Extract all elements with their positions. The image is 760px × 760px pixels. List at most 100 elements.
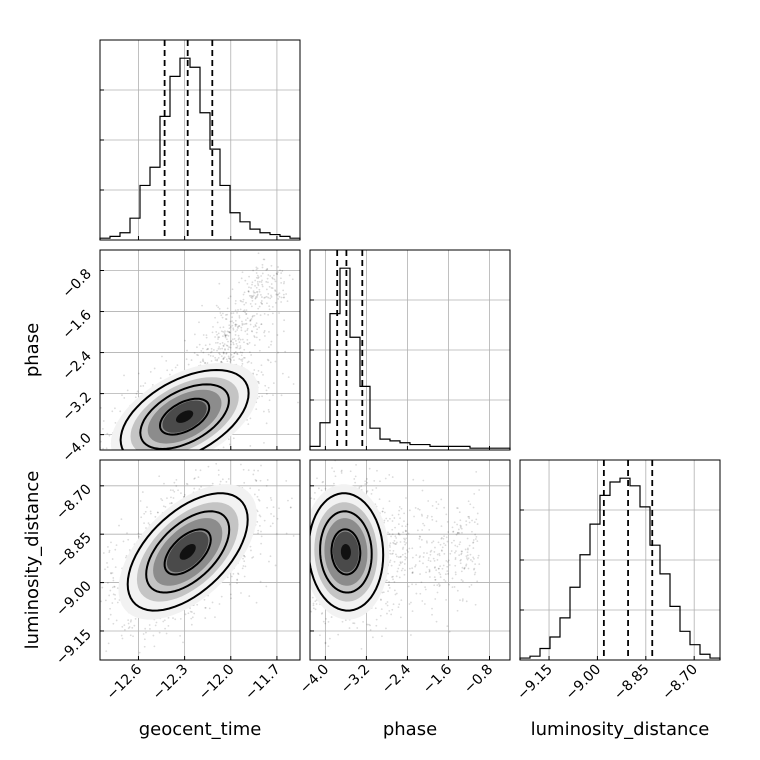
sample-point bbox=[456, 609, 459, 612]
sample-point bbox=[232, 312, 235, 315]
sample-point bbox=[253, 369, 256, 371]
sample-point bbox=[461, 599, 464, 602]
sample-point bbox=[394, 535, 397, 538]
sample-point bbox=[209, 456, 211, 458]
sample-point bbox=[467, 557, 470, 560]
sample-point bbox=[252, 291, 255, 294]
sample-point bbox=[375, 624, 378, 627]
sample-point bbox=[454, 573, 457, 576]
sample-point bbox=[341, 620, 344, 623]
sample-point bbox=[276, 271, 279, 273]
sample-point bbox=[418, 560, 421, 563]
y-tick-label-phase: −2.4 bbox=[59, 348, 94, 383]
sample-point bbox=[388, 533, 391, 536]
sample-point bbox=[151, 383, 154, 386]
sample-point bbox=[229, 359, 232, 362]
sample-point bbox=[118, 524, 120, 527]
sample-point bbox=[337, 633, 340, 636]
sample-point bbox=[478, 563, 481, 566]
sample-point bbox=[446, 560, 449, 563]
sample-point bbox=[389, 542, 392, 545]
sample-point bbox=[460, 578, 463, 581]
sample-point bbox=[237, 454, 239, 456]
sample-point bbox=[469, 553, 472, 556]
sample-point bbox=[302, 500, 304, 502]
sample-point bbox=[244, 311, 247, 314]
sample-point bbox=[218, 282, 221, 285]
sample-point bbox=[237, 572, 239, 575]
sample-point bbox=[394, 526, 396, 529]
sample-point bbox=[240, 354, 243, 357]
sample-point bbox=[239, 345, 242, 347]
sample-point bbox=[411, 547, 414, 550]
sample-point bbox=[109, 589, 112, 592]
sample-point bbox=[275, 293, 278, 296]
sample-point bbox=[212, 325, 214, 328]
sample-point bbox=[466, 551, 469, 554]
sample-point bbox=[459, 541, 462, 544]
sample-point bbox=[136, 464, 138, 466]
sample-point bbox=[250, 305, 253, 308]
sample-point bbox=[436, 591, 439, 594]
sample-point bbox=[476, 540, 479, 543]
y-tick-label-luminosity_distance: −9.15 bbox=[53, 626, 95, 668]
sample-point bbox=[140, 463, 142, 465]
sample-point bbox=[412, 478, 415, 481]
sample-point bbox=[127, 619, 130, 622]
sample-point bbox=[260, 323, 263, 326]
sample-point bbox=[446, 570, 449, 573]
sample-point bbox=[149, 462, 151, 464]
sample-point bbox=[445, 559, 448, 562]
sample-point bbox=[124, 497, 126, 499]
sample-point bbox=[115, 544, 118, 547]
sample-point bbox=[405, 533, 408, 536]
sample-point bbox=[459, 562, 462, 565]
sample-point bbox=[393, 589, 396, 592]
sample-point bbox=[220, 360, 223, 363]
sample-point bbox=[255, 322, 258, 325]
sample-point bbox=[237, 309, 239, 311]
sample-point bbox=[320, 489, 323, 492]
sample-point bbox=[362, 620, 364, 623]
sample-point bbox=[395, 537, 398, 539]
sample-point bbox=[444, 544, 447, 547]
sample-point bbox=[249, 319, 252, 322]
sample-point bbox=[319, 634, 321, 637]
sample-point bbox=[116, 587, 119, 590]
x-tick-label-geocent_time: −12.3 bbox=[150, 662, 192, 704]
y-tick-label-luminosity_distance: −9.00 bbox=[53, 578, 95, 620]
sample-point bbox=[397, 513, 400, 516]
sample-point bbox=[101, 581, 104, 584]
sample-point bbox=[221, 335, 224, 338]
sample-point bbox=[465, 555, 468, 558]
sample-point bbox=[349, 470, 352, 473]
sample-point bbox=[109, 613, 112, 616]
sample-point bbox=[245, 313, 248, 315]
sample-point bbox=[250, 287, 252, 289]
sample-point bbox=[460, 553, 463, 556]
sample-point bbox=[313, 498, 316, 500]
sample-point bbox=[172, 617, 174, 619]
sample-point bbox=[205, 336, 208, 339]
sample-point bbox=[204, 362, 207, 364]
sample-point bbox=[180, 470, 182, 472]
sample-point bbox=[258, 439, 260, 441]
sample-point bbox=[188, 484, 190, 486]
sample-point bbox=[245, 319, 247, 321]
sample-point bbox=[255, 268, 258, 271]
sample-point bbox=[260, 281, 263, 283]
sample-point bbox=[129, 634, 132, 637]
sample-point bbox=[175, 478, 178, 481]
sample-point bbox=[278, 507, 280, 510]
sample-point bbox=[420, 538, 423, 541]
sample-point bbox=[150, 453, 152, 455]
sample-point bbox=[232, 341, 235, 344]
sample-point bbox=[303, 575, 305, 577]
sample-point bbox=[259, 452, 261, 454]
sample-point bbox=[398, 576, 401, 579]
sample-point bbox=[222, 326, 225, 329]
sample-point bbox=[252, 473, 255, 476]
sample-point bbox=[467, 500, 470, 503]
sample-point bbox=[251, 283, 253, 286]
